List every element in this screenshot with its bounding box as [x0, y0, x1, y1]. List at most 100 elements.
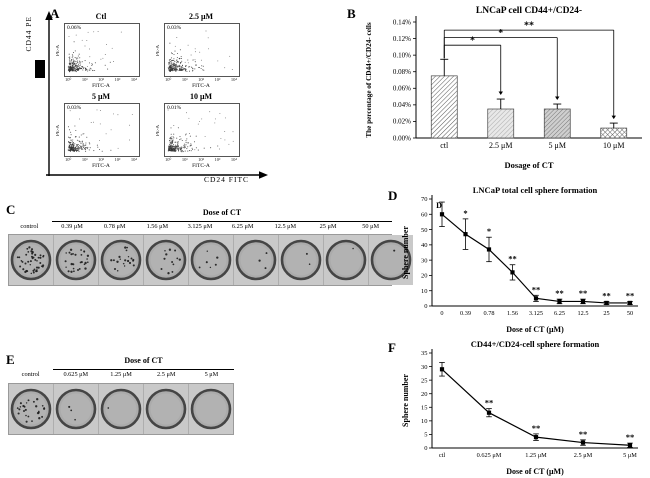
sphere-dot: [112, 259, 115, 262]
dose-label: 1.56 μM: [146, 223, 169, 230]
log-tick-label: 10²: [198, 157, 205, 162]
panel-label-a: A: [50, 6, 60, 21]
sphere-dot: [80, 261, 83, 264]
bar: [543, 108, 571, 139]
log-axis-ticks: 10⁰ 10¹ 10² 10³ 10⁴: [64, 157, 138, 163]
dose-header-line-c: [52, 221, 392, 222]
sphere-dot: [30, 248, 34, 251]
sphere-dot: [116, 270, 119, 272]
sphere-dot: [352, 247, 354, 250]
sphere-dot: [84, 261, 87, 265]
data-point: [604, 300, 609, 306]
flow-plot-title: 5 μM: [91, 92, 111, 101]
well-photo: [55, 239, 97, 281]
sphere-dot: [110, 259, 113, 262]
sphere-dot: [36, 269, 38, 271]
x-tick-label: 5 μM: [549, 141, 566, 150]
sphere-dot: [24, 262, 27, 265]
x-tick-label: 0: [440, 310, 443, 317]
data-point: [533, 435, 539, 440]
panel-label-b: B: [347, 6, 356, 21]
log-tick-label: 10²: [198, 77, 205, 82]
log-tick-label: 10³: [214, 157, 221, 162]
sphere-dot: [25, 414, 27, 417]
sphere-dot: [35, 270, 38, 273]
sphere-dot: [70, 270, 73, 273]
sphere-dot: [32, 256, 35, 259]
chart-F-svg: 0 5 10 15 20 25 30 35 CD44+/CD24-cell sphere for…: [401, 339, 638, 476]
sphere-dot: [80, 249, 82, 251]
x-axis-title: Dosage of CT: [504, 160, 553, 170]
significance-label: **: [508, 254, 517, 264]
sphere-dot: [29, 260, 32, 263]
sphere-dot: [163, 257, 166, 260]
chart-title: LNCaP cell CD44+/CD24-: [476, 6, 582, 16]
well-photo: [370, 239, 412, 281]
sphere-dot: [124, 259, 127, 262]
log-tick-label: 10⁴: [130, 157, 137, 162]
sphere-dot: [130, 257, 133, 260]
sphere-dot: [23, 410, 25, 412]
sphere-dot: [198, 266, 201, 269]
sphere-dot: [65, 252, 67, 254]
sphere-dot: [42, 254, 45, 257]
sphere-dot: [264, 267, 267, 270]
sphere-dot: [30, 272, 33, 275]
log-tick-label: 10⁰: [65, 157, 72, 162]
sphere-dot: [68, 405, 71, 408]
sphere-dot: [39, 262, 42, 264]
data-point: [439, 212, 445, 217]
flow-plot-area: 0.03%: [64, 103, 140, 157]
sphere-dot: [72, 267, 75, 270]
x-tick-label: 1.25 μM: [525, 452, 547, 459]
sphere-dot: [34, 253, 37, 256]
well-photo: [100, 388, 142, 430]
flow-y-axis-label: CD44 PE: [24, 16, 33, 52]
sphere-dot: [167, 272, 170, 275]
flow-plot-x-label: FITC-A: [192, 83, 210, 89]
y-tick-label: 0.14%: [393, 18, 411, 26]
scatter-dots: [167, 109, 234, 153]
data-point: [627, 443, 633, 448]
flow-plot-ctl: Ctl PE-A 0.06% 10⁰ 10¹ 10² 10³ 10⁴ FITC-A: [56, 12, 152, 90]
sphere-dot: [70, 253, 73, 256]
sphere-dot: [74, 418, 76, 421]
y-tick-label: 40: [421, 242, 428, 249]
sphere-dot: [41, 264, 45, 267]
y-tick-label: 0.06%: [393, 85, 411, 93]
sphere-dot: [39, 256, 42, 259]
log-tick-label: 10⁴: [130, 77, 137, 82]
flow-plot-title: 10 μM: [189, 92, 213, 101]
dose-label: 25 μM: [319, 223, 337, 230]
y-axis-title: Sphere number: [401, 374, 410, 427]
well-photo: [190, 388, 232, 430]
well-image: [144, 235, 189, 285]
y-tick-label: 0.00%: [393, 134, 411, 142]
x-tick-label: 0.625 μM: [477, 452, 502, 459]
log-tick-label: 10⁰: [165, 157, 172, 162]
y-tick-label: 15: [421, 404, 428, 411]
y-tick-label: 10: [421, 418, 428, 425]
log-tick-label: 10¹: [81, 77, 88, 82]
sphere-dot: [18, 408, 21, 411]
sphere-dot: [113, 267, 117, 271]
sphere-dot: [174, 249, 177, 252]
sphere-dot: [308, 263, 311, 265]
y-tick-label: 10: [421, 288, 428, 295]
well-image: [54, 384, 99, 434]
well-photo: [100, 239, 142, 281]
well-image: [9, 384, 54, 434]
y-tick-label: 25: [421, 377, 428, 384]
significance-label: **: [579, 288, 588, 298]
panel-label-f: F: [388, 340, 396, 355]
flow-y-axis-arrow: [45, 11, 53, 176]
sphere-dot: [32, 269, 35, 272]
y-tick-label: 0.10%: [393, 51, 411, 59]
panel-label-e: E: [6, 352, 15, 367]
log-axis-ticks: 10⁰ 10¹ 10² 10³ 10⁴: [164, 77, 238, 83]
dose-label: 2.5 μM: [157, 371, 176, 378]
sphere-dot: [83, 250, 86, 253]
sphere-dot: [29, 263, 32, 266]
x-axis-title: Dose of CT (μM): [506, 325, 564, 334]
sphere-dot: [33, 268, 36, 271]
